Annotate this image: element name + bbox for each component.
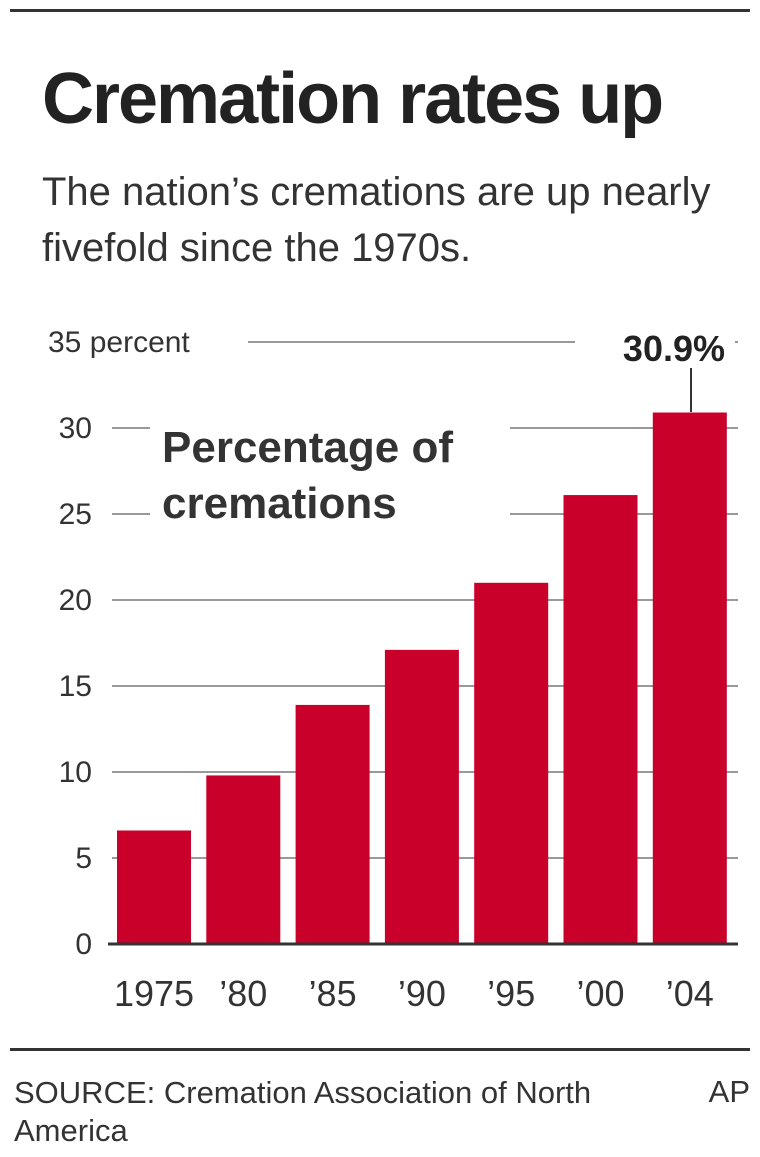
y-tick-label: 10: [59, 756, 92, 789]
bar-4: [474, 582, 549, 944]
bar-0: [117, 830, 191, 944]
x-tick-label: ’80: [219, 973, 267, 1014]
x-tick-label: ’90: [398, 973, 446, 1014]
bar-5: [563, 495, 638, 944]
bar-1: [206, 775, 281, 944]
bottom-rule: [10, 1048, 750, 1051]
y-tick-label: 15: [59, 670, 92, 703]
bar-6: [652, 412, 727, 944]
y-tick-label: 0: [75, 928, 92, 961]
x-tick-label: ’04: [666, 973, 714, 1014]
annotation-line-2: cremations: [162, 479, 397, 528]
bar-2: [295, 704, 370, 944]
bars: [117, 412, 727, 944]
y-axis-ticks: 0 5 10 15 20 25 30 35 percent: [48, 326, 190, 961]
callout-label: 30.9%: [623, 328, 725, 369]
y-tick-label: 5: [75, 842, 92, 875]
y-tick-label: 25: [59, 498, 92, 531]
x-axis-labels: 1975 ’80 ’85 ’90 ’95 ’00 ’04: [114, 973, 714, 1014]
x-tick-label: 1975: [114, 973, 194, 1014]
x-tick-label: ’95: [487, 973, 535, 1014]
y-tick-label: 20: [59, 584, 92, 617]
y-tick-label: 30: [59, 412, 92, 445]
annotation-line-1: Percentage of: [162, 423, 453, 472]
chart-title: Cremation rates up: [42, 59, 664, 139]
annotation-backdrop: [150, 415, 510, 533]
source-note: SOURCE: Cremation Association of North A…: [14, 1075, 592, 1148]
top-rule: [10, 9, 750, 12]
bar-3: [384, 649, 459, 944]
chart-subtitle: The nation’s cremations are up nearly fi…: [42, 170, 711, 270]
bar-chart: 0 5 10 15 20 25 30 35 percent 1975 ’80 ’85 ’90 ’95 ’…: [48, 325, 738, 1014]
credit-label: AP: [708, 1074, 750, 1109]
y-tick-label: 35 percent: [48, 326, 190, 359]
callout-backdrop: [575, 325, 735, 369]
x-tick-label: ’85: [309, 973, 357, 1014]
x-tick-label: ’00: [576, 973, 624, 1014]
